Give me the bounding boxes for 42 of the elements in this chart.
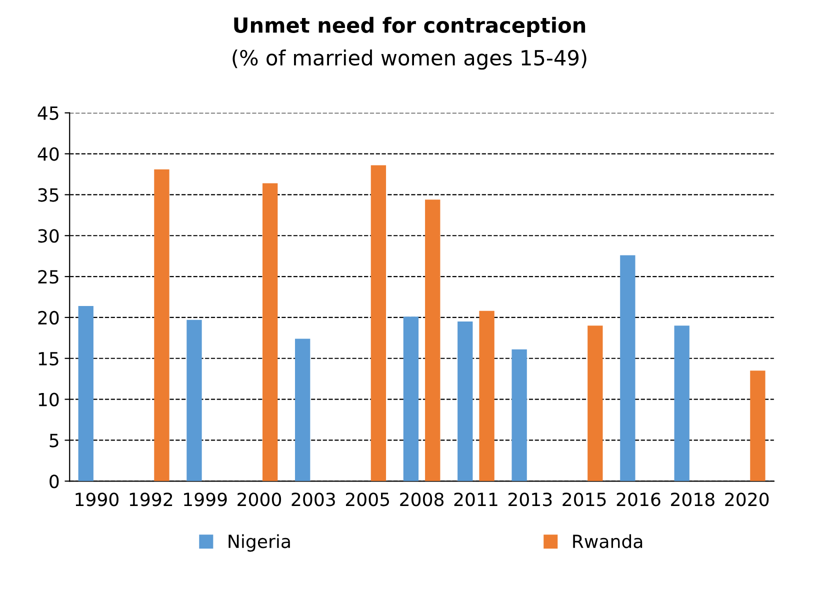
y-tick-label: 5 bbox=[50, 434, 58, 448]
x-tick-label: 2008 bbox=[400, 492, 444, 506]
y-tick-label: 45 bbox=[38, 106, 58, 120]
bar bbox=[588, 326, 603, 482]
bar bbox=[479, 310, 494, 482]
bar bbox=[512, 349, 527, 482]
x-tick-label: 2016 bbox=[616, 492, 660, 506]
legend-label: Nigeria bbox=[228, 534, 290, 552]
bar bbox=[425, 200, 440, 482]
y-tick-label: 15 bbox=[38, 352, 58, 366]
bar bbox=[78, 306, 94, 482]
x-tick-label: 1999 bbox=[184, 492, 227, 506]
x-tick-label: 2020 bbox=[725, 492, 769, 506]
x-tick-label: 2015 bbox=[562, 492, 606, 506]
bar bbox=[154, 169, 170, 482]
x-tick-label: 2011 bbox=[454, 492, 498, 506]
x-tick-label: 1992 bbox=[130, 492, 172, 506]
chart-subtitle: (% of married women ages 15-49) bbox=[232, 50, 586, 70]
x-tick-label: 1990 bbox=[76, 492, 118, 506]
y-tick-label: 25 bbox=[38, 270, 58, 284]
y-tick-label: 30 bbox=[38, 229, 59, 243]
x-tick-label: 2018 bbox=[671, 492, 714, 506]
x-tick-label: 2005 bbox=[346, 492, 390, 506]
y-tick-label: 40 bbox=[38, 147, 59, 161]
bar bbox=[186, 320, 202, 482]
y-tick-label: 20 bbox=[38, 310, 59, 325]
y-tick-label: 35 bbox=[38, 188, 58, 202]
bar bbox=[750, 370, 766, 482]
bar bbox=[458, 322, 473, 482]
legend-label: Rwanda bbox=[573, 534, 642, 548]
bar bbox=[295, 338, 310, 482]
x-tick-label: 2003 bbox=[292, 492, 335, 506]
y-tick-label: 10 bbox=[38, 392, 59, 406]
x-tick-label: 2013 bbox=[508, 492, 552, 506]
y-tick-label: 0 bbox=[50, 474, 59, 488]
chart-title: Unmet need for contraception bbox=[234, 16, 586, 38]
bar bbox=[403, 316, 419, 482]
x-tick-label: 2000 bbox=[238, 492, 282, 506]
bar bbox=[620, 255, 636, 482]
bar bbox=[370, 165, 386, 482]
bar bbox=[674, 326, 690, 482]
bar bbox=[262, 183, 278, 482]
